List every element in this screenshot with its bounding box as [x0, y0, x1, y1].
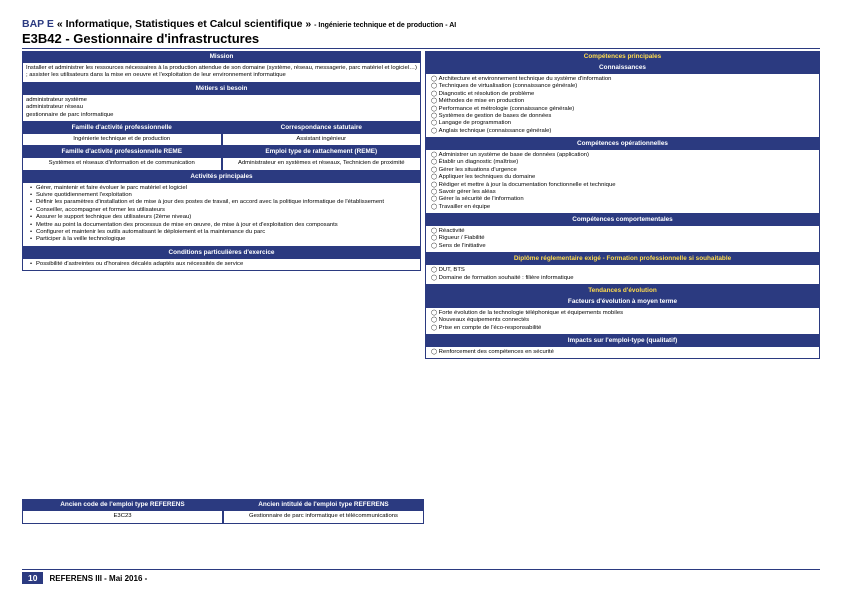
comportementales-header: Compétences comportementales — [425, 214, 820, 225]
list-item: Renforcement des compétences en sécurité — [429, 349, 816, 356]
list-item: Techniques de virtualisation (connaissan… — [429, 83, 816, 90]
bap-line: BAP E « Informatique, Statistiques et Ca… — [22, 18, 820, 30]
comportementales-box: RéactivitéRigueur / FiabilitéSens de l'i… — [425, 225, 820, 253]
activite-item: Suivre quotidiennement l'exploitation — [30, 192, 417, 199]
right-column: Compétences principales Connaissances Ar… — [425, 51, 820, 359]
mission-text: Installer et administrer les ressources … — [22, 62, 421, 83]
conditions-header: Conditions particulières d'exercice — [22, 247, 421, 258]
list-item: Domaine de formation souhaité : filière … — [429, 275, 816, 282]
old-code-header: Ancien code de l'emploi type REFERENS — [22, 499, 223, 510]
connaissances-box: Architecture et environnement technique … — [425, 73, 820, 138]
diplome-header: Diplôme réglementaire exigé - Formation … — [425, 253, 820, 264]
page-number: 10 — [22, 572, 43, 584]
metier-item: gestionnaire de parc informatique — [26, 112, 417, 119]
mission-header: Mission — [22, 51, 421, 62]
bap-prefix: BAP E — [22, 18, 54, 30]
activite-item: Assurer le support technique des utilisa… — [30, 214, 417, 221]
metiers-box: administrateur système administrateur ré… — [22, 94, 421, 122]
activite-item: Gérer, maintenir et faire évoluer le par… — [30, 185, 417, 192]
list-item: Réactivité — [429, 228, 816, 235]
tendances-header: Tendances d'évolution — [425, 285, 820, 296]
metier-item: administrateur système — [26, 97, 417, 104]
fam-reme-header: Famille d'activité professionnelle REME — [22, 146, 222, 157]
bap-title: « Informatique, Statistiques et Calcul s… — [57, 18, 314, 30]
connaissances-header: Connaissances — [425, 62, 820, 73]
list-item: Établir un diagnostic (maîtrise) — [429, 159, 816, 166]
facteurs-box: Forte évolution de la technologie téléph… — [425, 307, 820, 335]
diplome-box: DUT, BTSDomaine de formation souhaité : … — [425, 264, 820, 285]
activite-item: Mettre au point la documentation des pro… — [30, 222, 417, 229]
activites-box: Gérer, maintenir et faire évoluer le par… — [22, 182, 421, 247]
activite-item: Configurer et maintenir les outils autom… — [30, 229, 417, 236]
list-item: Travailler en équipe — [429, 204, 816, 211]
list-item: Sens de l'initiative — [429, 243, 816, 250]
list-item: DUT, BTS — [429, 267, 816, 274]
emploi-reme-header: Emploi type de rattachement (REME) — [222, 146, 422, 157]
footer-text: REFERENS III - Mai 2016 - — [49, 574, 147, 583]
list-item: Prise en compte de l'éco-responsabilité — [429, 325, 816, 332]
list-item: Langage de programmation — [429, 120, 816, 127]
conditions-box: Possibilité d'astreintes ou d'horaires d… — [22, 258, 421, 271]
list-item: Appliquer les techniques du domaine — [429, 174, 816, 181]
old-lib-header: Ancien intitulé de l'emploi type REFEREN… — [223, 499, 424, 510]
competences-header: Compétences principales — [425, 51, 820, 62]
page-footer: 10 REFERENS III - Mai 2016 - — [22, 569, 820, 584]
metiers-header: Métiers si besoin — [22, 83, 421, 94]
old-ref-table: Ancien code de l'emploi type REFERENS An… — [22, 499, 424, 523]
activite-item: Conseiller, accompagner et former les ut… — [30, 207, 417, 214]
activite-item: Participer à la veille technologique — [30, 236, 417, 243]
corr-header: Correspondance statutaire — [222, 122, 422, 133]
impacts-header: Impacts sur l'emploi-type (qualitatif) — [425, 335, 820, 346]
list-item: Anglais technique (connaissance générale… — [429, 128, 816, 135]
old-lib-text: Gestionnaire de parc informatique et tél… — [223, 510, 424, 523]
impacts-box: Renforcement des compétences en sécurité — [425, 346, 820, 359]
fam-reme-text: Systèmes et réseaux d'information et de … — [22, 157, 222, 170]
operationnelles-box: Administrer un système de base de donnée… — [425, 149, 820, 214]
fam-pro-text: Ingénierie technique et de production — [22, 133, 222, 146]
metier-item: administrateur réseau — [26, 104, 417, 111]
list-item: Rigueur / Fiabilité — [429, 235, 816, 242]
left-column: Mission Installer et administrer les res… — [22, 51, 421, 359]
list-item: Méthodes de mise en production — [429, 98, 816, 105]
page-title: E3B42 - Gestionnaire d'infrastructures — [22, 31, 820, 49]
fam-pro-header: Famille d'activité professionnelle — [22, 122, 222, 133]
main-columns: Mission Installer et administrer les res… — [22, 51, 820, 359]
corr-text: Assistant ingénieur — [222, 133, 422, 146]
list-item: Gérer la sécurité de l'information — [429, 196, 816, 203]
list-item: Rédiger et mettre à jour la documentatio… — [429, 182, 816, 189]
list-item: Nouveaux équipements connectés — [429, 317, 816, 324]
emploi-reme-text: Administrateur en systèmes et réseaux, T… — [222, 157, 422, 170]
bap-subtitle: - Ingénierie technique et de production … — [314, 22, 456, 29]
activite-item: Définir les paramètres d'installation et… — [30, 199, 417, 206]
activites-header: Activités principales — [22, 171, 421, 182]
facteurs-header: Facteurs d'évolution à moyen terme — [425, 296, 820, 307]
condition-item: Possibilité d'astreintes ou d'horaires d… — [30, 261, 417, 268]
list-item: Performance et métrologie (connaissance … — [429, 106, 816, 113]
old-code-text: E3C23 — [22, 510, 223, 523]
operationnelles-header: Compétences opérationnelles — [425, 138, 820, 149]
